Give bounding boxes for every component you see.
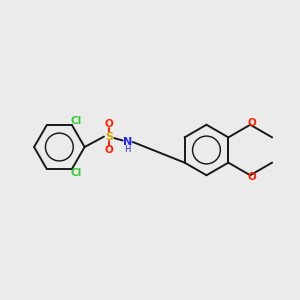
Text: Cl: Cl [71, 116, 82, 126]
Text: O: O [247, 172, 256, 182]
Text: O: O [105, 145, 114, 155]
Text: H: H [124, 145, 131, 154]
Text: Cl: Cl [71, 168, 82, 178]
Text: O: O [247, 118, 256, 128]
Text: S: S [105, 132, 113, 142]
Text: O: O [105, 118, 114, 128]
Text: N: N [123, 137, 132, 147]
